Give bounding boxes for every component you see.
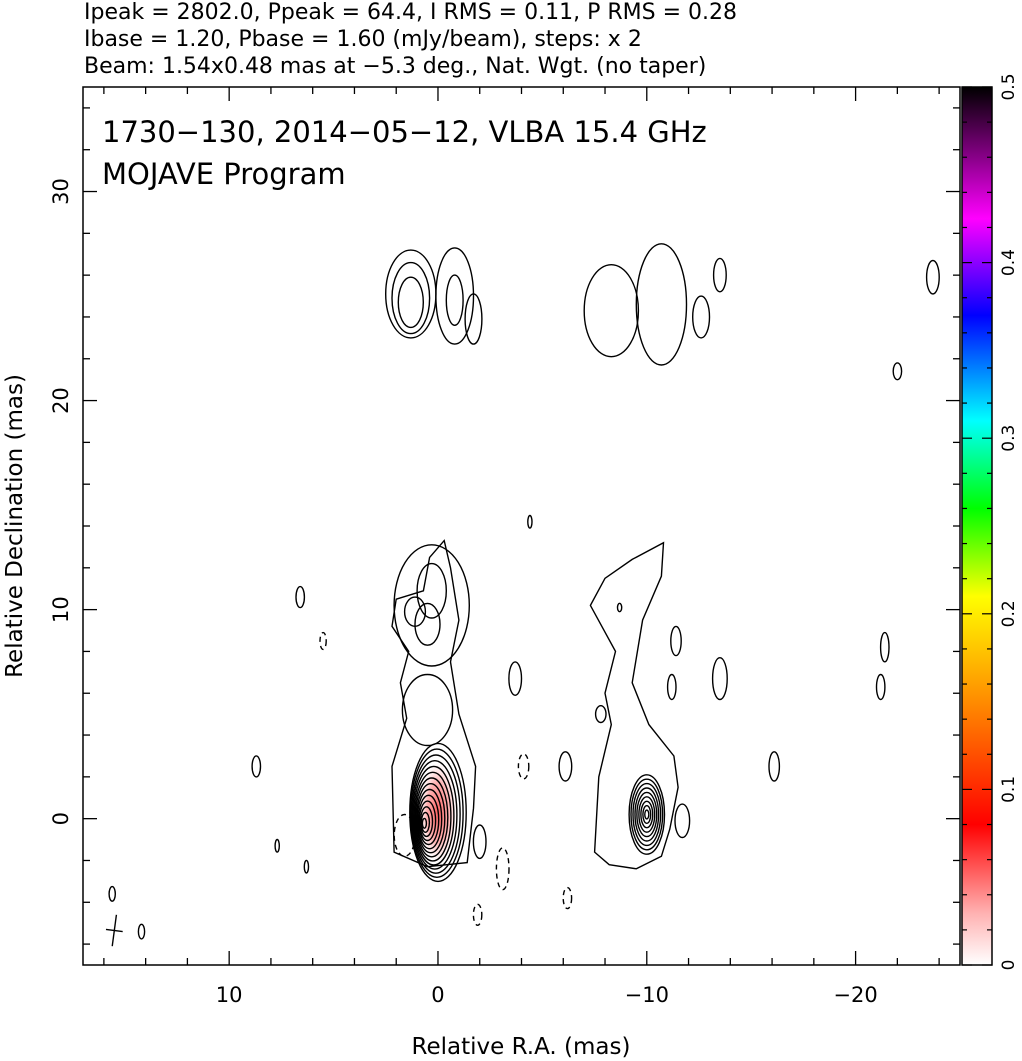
chart-subtitle: MOJAVE Program xyxy=(102,157,346,191)
negative-contour-component xyxy=(562,886,573,910)
contour-component xyxy=(464,293,483,345)
secondary-contour xyxy=(634,787,660,842)
contour-component xyxy=(583,264,640,358)
contour-component xyxy=(712,257,727,293)
contour-component xyxy=(108,885,116,902)
core-contour xyxy=(414,777,449,858)
secondary-contour xyxy=(638,796,656,833)
core-contour xyxy=(412,765,455,866)
contour-component xyxy=(670,625,682,657)
negative-contour-component xyxy=(495,847,510,891)
contour-component xyxy=(393,544,471,667)
header-line-1: Ipeak = 2802.0, Ppeak = 64.4, I RMS = 0.… xyxy=(84,0,737,25)
core-contour xyxy=(418,800,437,842)
core-contour xyxy=(411,760,458,870)
contour-component xyxy=(527,514,533,529)
contour-component xyxy=(472,824,487,860)
x-tick-label: 0 xyxy=(431,983,444,1007)
axis-ticks xyxy=(83,87,960,965)
contour-component xyxy=(303,859,310,874)
contour-component xyxy=(879,631,890,663)
west-region-contour xyxy=(589,541,679,870)
contour-component xyxy=(691,295,711,339)
contour-component xyxy=(274,838,281,853)
secondary-contour xyxy=(640,800,654,829)
plot-frame xyxy=(82,86,961,966)
secondary-contour xyxy=(628,774,666,855)
core-contour xyxy=(415,783,446,854)
contour-component xyxy=(295,585,306,609)
core-contour xyxy=(417,794,440,846)
jet-outer-contour xyxy=(391,539,477,868)
x-tick-label: −10 xyxy=(625,983,669,1007)
colorbar xyxy=(961,86,993,966)
contour-component xyxy=(397,276,424,329)
contour-component xyxy=(137,923,146,940)
colorbar-ticks xyxy=(962,86,992,966)
y-axis-label: Relative Declination (mas) xyxy=(2,374,28,678)
contour-component xyxy=(674,803,691,839)
core-contour xyxy=(421,817,428,829)
contour-component xyxy=(558,751,573,782)
colorbar-label: 0.1 xyxy=(999,776,1019,803)
secondary-contour xyxy=(632,782,662,847)
core-contour xyxy=(409,748,464,879)
core-contour xyxy=(419,806,434,838)
contour-component xyxy=(666,673,677,701)
secondary-contour xyxy=(630,778,664,851)
contour-component xyxy=(508,661,523,696)
chart-title: 1730−130, 2014−05−12, VLBA 15.4 GHz xyxy=(102,115,707,149)
contour-component xyxy=(391,261,431,335)
contour-component xyxy=(435,247,475,345)
y-tick-label: 20 xyxy=(49,387,73,414)
colorbar-label: 0.5 xyxy=(999,73,1019,100)
contour-component xyxy=(925,259,940,295)
x-axis-label: Relative R.A. (mas) xyxy=(412,1034,631,1060)
secondary-contour xyxy=(636,791,658,838)
contour-component xyxy=(711,656,728,701)
y-tick-label: 10 xyxy=(49,596,73,623)
secondary-contour xyxy=(644,809,650,820)
core-contour xyxy=(416,788,443,850)
colorbar-label: 0 xyxy=(999,960,1019,971)
contour-component xyxy=(616,602,623,613)
contour-component xyxy=(251,755,262,778)
contour-component xyxy=(401,673,454,747)
contour-layer xyxy=(105,243,940,947)
beam-marker-minor xyxy=(105,928,123,933)
negative-contour-component xyxy=(319,631,327,651)
contour-component xyxy=(414,602,441,646)
contour-component xyxy=(635,243,688,366)
y-tick-label: 30 xyxy=(49,178,73,205)
header-line-2: Ibase = 1.20, Pbase = 1.60 (mJy/beam), s… xyxy=(84,27,642,52)
x-tick-label: 10 xyxy=(216,983,243,1007)
colorbar-label: 0.4 xyxy=(999,249,1019,276)
tick-labels: 10 0 −10 −20 0 10 20 30 xyxy=(49,178,878,1007)
contour-component xyxy=(875,673,886,701)
negative-contour-component xyxy=(393,813,416,857)
secondary-contour xyxy=(642,805,652,825)
contour-component xyxy=(416,562,448,619)
contour-component xyxy=(768,751,781,782)
colorbar-label: 0.2 xyxy=(999,600,1019,627)
core-contour xyxy=(409,742,467,883)
contour-component xyxy=(445,274,464,327)
colorbar-labels: 0 0.1 0.2 0.3 0.4 0.5 xyxy=(999,73,1019,970)
negative-contour-component xyxy=(472,903,483,926)
colorbar-label: 0.3 xyxy=(999,425,1019,452)
core-contour xyxy=(410,754,461,874)
x-tick-label: −20 xyxy=(833,983,877,1007)
negative-contour-component xyxy=(517,753,530,780)
y-tick-label: 0 xyxy=(49,812,73,825)
header-line-3: Beam: 1.54x0.48 mas at −5.3 deg., Nat. W… xyxy=(84,54,706,79)
core-contour xyxy=(413,771,452,862)
core-contour xyxy=(420,811,431,833)
contour-component xyxy=(594,704,607,724)
contour-component xyxy=(892,362,903,381)
